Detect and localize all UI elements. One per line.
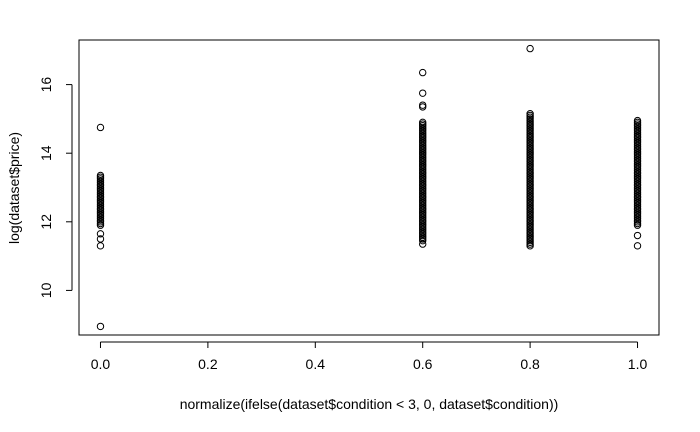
data-point [419,68,427,77]
x-axis: 0.0 0.2 0.4 0.6 0.8 1.0 [91,341,648,372]
x-tick-label: 0.8 [520,356,540,372]
data-points [96,44,642,331]
y-axis: 10 12 14 16 [38,77,73,298]
data-point [633,242,642,250]
data-point [526,44,534,53]
data-point [96,322,105,331]
data-point [96,242,105,250]
data-point [96,171,105,180]
data-point [419,240,427,248]
data-point [419,89,427,97]
data-point [419,118,427,127]
data-point [526,242,534,250]
data-point [96,230,105,238]
y-tick-label: 12 [38,214,54,230]
data-point [96,123,105,132]
x-tick-label: 0.4 [306,356,326,372]
data-point [96,235,105,243]
x-axis-label: normalize(ifelse(dataset$condition < 3, … [180,396,559,412]
y-tick-label: 16 [38,77,54,93]
data-point [419,101,427,109]
x-tick-label: 0.0 [91,356,111,372]
y-axis-label: log(dataset$price) [6,132,22,244]
plot-frame [78,39,660,336]
data-point [526,110,534,118]
data-point [633,116,642,125]
x-tick-label: 1.0 [628,356,648,372]
y-tick-label: 14 [38,145,54,161]
x-tick-label: 0.6 [413,356,433,372]
x-tick-label: 0.2 [198,356,218,372]
y-tick-label: 10 [38,282,54,298]
data-point [633,231,642,240]
